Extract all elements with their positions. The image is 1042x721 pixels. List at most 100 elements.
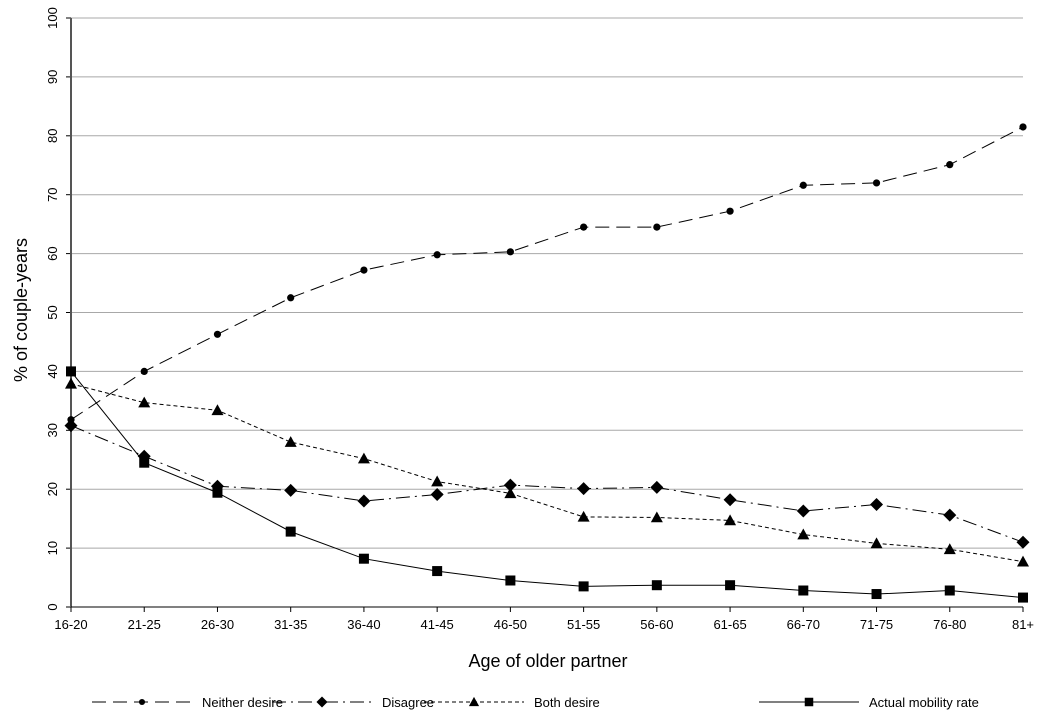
- data-point: [506, 248, 514, 256]
- data-point: [798, 585, 809, 596]
- data-point: [1019, 123, 1027, 131]
- x-tick-label: 81+: [1012, 617, 1034, 632]
- legend-label: Both desire: [534, 695, 600, 710]
- data-point: [651, 580, 662, 591]
- x-tick-label: 66-70: [787, 617, 820, 632]
- x-tick-label: 21-25: [128, 617, 161, 632]
- data-point: [357, 452, 370, 464]
- y-tick-label: 70: [45, 187, 60, 201]
- data-point: [578, 581, 589, 592]
- y-tick-label: 60: [45, 246, 60, 260]
- data-point: [577, 482, 591, 496]
- data-point: [653, 223, 661, 231]
- data-point: [870, 537, 883, 549]
- x-tick-label: 76-80: [933, 617, 966, 632]
- data-point: [723, 493, 737, 507]
- data-point: [944, 585, 955, 596]
- series-disagree: [64, 419, 1030, 549]
- data-point: [943, 543, 956, 555]
- y-tick-label: 50: [45, 305, 60, 319]
- x-tick-label: 56-60: [640, 617, 673, 632]
- data-point: [870, 498, 884, 512]
- data-point: [726, 207, 734, 215]
- data-point: [943, 508, 957, 522]
- data-point: [872, 179, 881, 187]
- data-point: [358, 553, 369, 564]
- y-axis-title: % of couple-years: [11, 238, 31, 382]
- data-point: [577, 510, 590, 522]
- legend-label: Actual mobility rate: [869, 695, 979, 710]
- data-point: [140, 367, 148, 375]
- legend-marker: [468, 696, 480, 707]
- y-tick-label: 80: [45, 129, 60, 143]
- data-point: [580, 223, 588, 231]
- data-point: [725, 580, 736, 591]
- data-point: [212, 487, 223, 498]
- legend: Neither desire Disagree Both desire Actual …: [92, 695, 979, 710]
- x-axis-title: Age of older partner: [468, 651, 627, 671]
- data-point: [211, 404, 224, 416]
- series-line: [70, 371, 1024, 599]
- y-tick-label: 100: [45, 7, 60, 29]
- data-point: [871, 589, 882, 600]
- data-point: [650, 480, 664, 494]
- x-tick-label: 16-20: [54, 617, 87, 632]
- legend-item: Disagree: [272, 695, 434, 710]
- y-tick-label: 30: [45, 423, 60, 437]
- data-point: [1018, 592, 1028, 603]
- y-axis-ticks: 0 10 20 30 40 50 60 70 80 90 100: [45, 7, 71, 611]
- data-point: [433, 251, 441, 259]
- x-axis-ticks: 16-20 21-25 26-30 31-35 36-40 41-45 46-50 51-55…: [54, 607, 1034, 632]
- data-point: [287, 294, 295, 302]
- data-point: [650, 511, 663, 523]
- axes: [70, 18, 1023, 608]
- data-point: [139, 457, 150, 468]
- data-point: [799, 181, 807, 189]
- data-point: [64, 419, 78, 433]
- series-both-desire: [65, 377, 1029, 567]
- x-tick-label: 31-35: [274, 617, 307, 632]
- series-line: [70, 425, 1024, 543]
- data-point: [503, 478, 517, 492]
- data-point: [284, 436, 297, 447]
- data-point: [797, 528, 810, 540]
- y-tick-label: 40: [45, 364, 60, 378]
- legend-label: Disagree: [382, 695, 434, 710]
- data-point: [505, 575, 516, 586]
- series-group: [64, 123, 1030, 603]
- legend-marker: [316, 696, 328, 708]
- y-tick-label: 10: [45, 541, 60, 555]
- data-point: [285, 526, 296, 537]
- data-point: [946, 161, 954, 169]
- x-tick-label: 71-75: [860, 617, 893, 632]
- data-point: [1017, 555, 1029, 567]
- data-point: [796, 504, 810, 518]
- x-tick-label: 46-50: [494, 617, 527, 632]
- x-tick-label: 26-30: [201, 617, 234, 632]
- series-line: [70, 383, 1024, 563]
- data-point: [724, 514, 737, 526]
- x-tick-label: 61-65: [713, 617, 746, 632]
- x-tick-label: 51-55: [567, 617, 600, 632]
- data-point: [360, 266, 368, 274]
- data-point: [1016, 535, 1030, 549]
- legend-marker: [138, 698, 146, 706]
- gridlines: [71, 17, 1023, 608]
- data-point: [284, 483, 298, 497]
- data-point: [213, 330, 222, 338]
- y-tick-label: 90: [45, 70, 60, 84]
- data-point: [357, 494, 371, 508]
- series-line: [70, 126, 1024, 421]
- data-point: [504, 487, 517, 499]
- y-tick-label: 20: [45, 482, 60, 496]
- data-point: [431, 475, 444, 487]
- y-tick-label: 0: [45, 603, 60, 610]
- series-actual-mobility-rate: [66, 366, 1028, 603]
- x-tick-label: 36-40: [347, 617, 380, 632]
- x-tick-label: 41-45: [421, 617, 454, 632]
- data-point: [430, 488, 444, 502]
- data-point: [138, 396, 151, 408]
- data-point: [432, 566, 443, 577]
- data-point: [66, 366, 76, 377]
